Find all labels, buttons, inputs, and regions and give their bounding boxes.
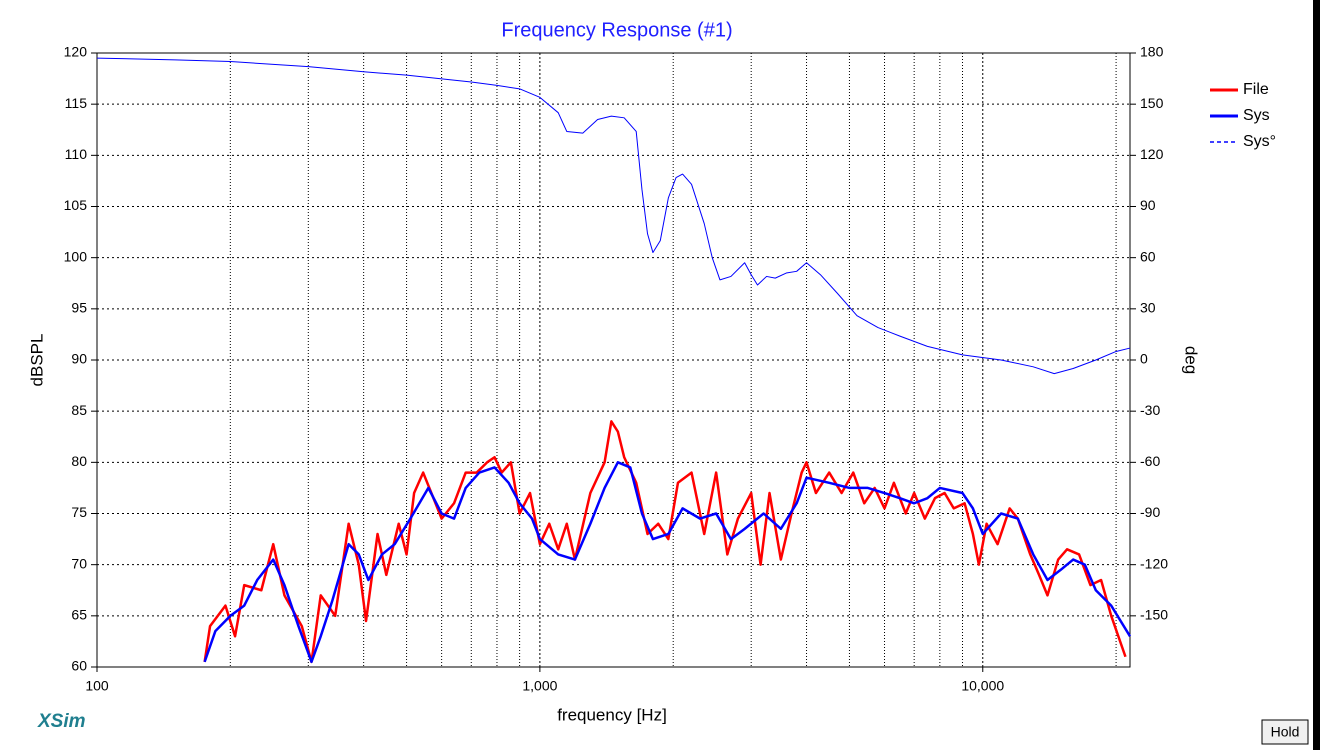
x-tick-label: 100 [85, 678, 109, 694]
x-tick-label: 10,000 [961, 678, 1004, 694]
x-axis-label: frequency [Hz] [557, 705, 667, 724]
plot-frame [96, 52, 1131, 668]
y-tick-label: 105 [64, 197, 88, 213]
y-tick-label: 60 [71, 658, 87, 674]
y-tick-label: 75 [71, 504, 87, 520]
legend-label: Sys [1243, 107, 1270, 124]
y2-axis-label: deg [1182, 346, 1201, 374]
legend-label: Sys° [1243, 133, 1276, 150]
y2-tick-label: 0 [1140, 351, 1148, 367]
chart-title: Frequency Response (#1) [501, 19, 732, 41]
y-tick-label: 120 [64, 44, 88, 60]
y-axis-label: dBSPL [27, 334, 46, 387]
series-line [96, 57, 1131, 375]
y-tick-label: 90 [71, 351, 87, 367]
y-tick-label: 110 [65, 146, 88, 162]
y-tick-label: 65 [71, 607, 87, 623]
y-tick-label: 100 [64, 248, 88, 264]
hold-button[interactable] [1261, 719, 1309, 745]
series-line [203, 461, 1132, 664]
y2-tick-label: 180 [1140, 44, 1164, 60]
y2-tick-label: -120 [1140, 555, 1168, 571]
y2-tick-label: -60 [1140, 453, 1160, 469]
legend-label: File [1243, 81, 1269, 98]
y2-tick-label: -90 [1140, 504, 1160, 520]
y-tick-label: 95 [71, 300, 87, 316]
y-tick-label: 70 [71, 555, 87, 571]
y-tick-label: 85 [71, 402, 87, 418]
y2-tick-label: 30 [1140, 300, 1156, 316]
y2-tick-label: -150 [1140, 607, 1168, 623]
window-edge [1313, 0, 1320, 750]
x-tick-label: 1,000 [522, 678, 557, 694]
y2-tick-label: 150 [1140, 95, 1164, 111]
hold-button-label[interactable]: Hold [1271, 724, 1300, 740]
series-line [203, 420, 1127, 664]
y2-tick-label: 90 [1140, 197, 1156, 213]
y-tick-label: 80 [71, 453, 87, 469]
y-tick-label: 115 [65, 95, 88, 111]
y2-tick-label: 120 [1140, 146, 1164, 162]
y2-tick-label: 60 [1140, 248, 1156, 264]
y2-tick-label: -30 [1140, 402, 1160, 418]
brand: XSim [37, 711, 86, 732]
